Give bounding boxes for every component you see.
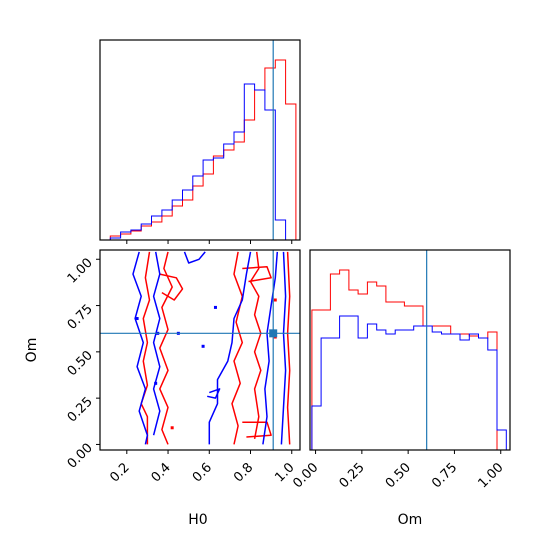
contour-red-6 [242, 265, 272, 283]
om-y-tick-label: 0.50 [65, 348, 96, 379]
om-histogram-panel: 0.00 0.25 0.50 0.75 1.00 [290, 249, 511, 491]
om-x-tick-label: 0.50 [383, 460, 414, 491]
contour-panel-frame [99, 249, 301, 451]
contour-blue-4 [262, 251, 279, 445]
contour-red-1 [159, 251, 173, 445]
contour-red-5 [286, 251, 291, 445]
om-x-tick-label: 1.00 [475, 460, 506, 491]
contour-marker-blue-4 [201, 344, 205, 348]
om-y-tick-label: 1.00 [65, 255, 96, 286]
contour-marker-red-7 [273, 298, 277, 302]
contour-blue-2 [183, 251, 206, 264]
om-histogram-red-series [311, 269, 507, 450]
contour-marker-red-6 [170, 426, 174, 430]
om-histogram-frame [309, 249, 511, 451]
h0-tick-label: 0.8 [231, 460, 256, 485]
h0-histogram-blue-series [100, 83, 296, 240]
h0-histogram-panel [99, 39, 301, 244]
contour-marker-blue-1 [154, 381, 158, 385]
contour-blue-3 [208, 251, 252, 445]
contour-red-2 [159, 273, 184, 301]
contour-blue-6 [207, 388, 221, 399]
om-y-tick-label: 0.00 [65, 441, 96, 472]
contour-blue-5 [280, 251, 287, 445]
contour-blue-1 [152, 251, 161, 436]
truth-point-marker [269, 329, 278, 338]
h0-tick-label: 0.4 [149, 460, 174, 485]
contour-red-0 [140, 251, 151, 445]
h0-om-contour-panel: 0.2 0.4 0.6 0.8 1.00.000.250.500.751.00 [65, 249, 301, 485]
om-y-axis-label: Om [24, 338, 40, 363]
contour-blue-0 [132, 251, 149, 445]
h0-histogram-red-series [100, 59, 297, 240]
om-x-tick-label: 0.25 [337, 460, 368, 491]
h0-x-axis-label: H0 [188, 512, 207, 528]
h0-histogram-frame [99, 39, 301, 241]
contour-marker-blue-5 [213, 305, 217, 309]
h0-tick-label: 0.6 [190, 460, 215, 485]
contour-red-3 [231, 251, 244, 445]
contour-red-7 [242, 421, 272, 438]
om-x-axis-label: Om [398, 512, 423, 528]
contour-marker-blue-2 [135, 317, 139, 321]
om-y-tick-label: 0.75 [65, 302, 96, 333]
om-x-tick-label: 0.00 [290, 460, 321, 491]
om-histogram-blue-series [311, 315, 507, 450]
om-x-tick-label: 0.75 [429, 460, 460, 491]
h0-tick-label: 0.2 [107, 460, 132, 485]
om-y-tick-label: 0.25 [65, 394, 96, 425]
